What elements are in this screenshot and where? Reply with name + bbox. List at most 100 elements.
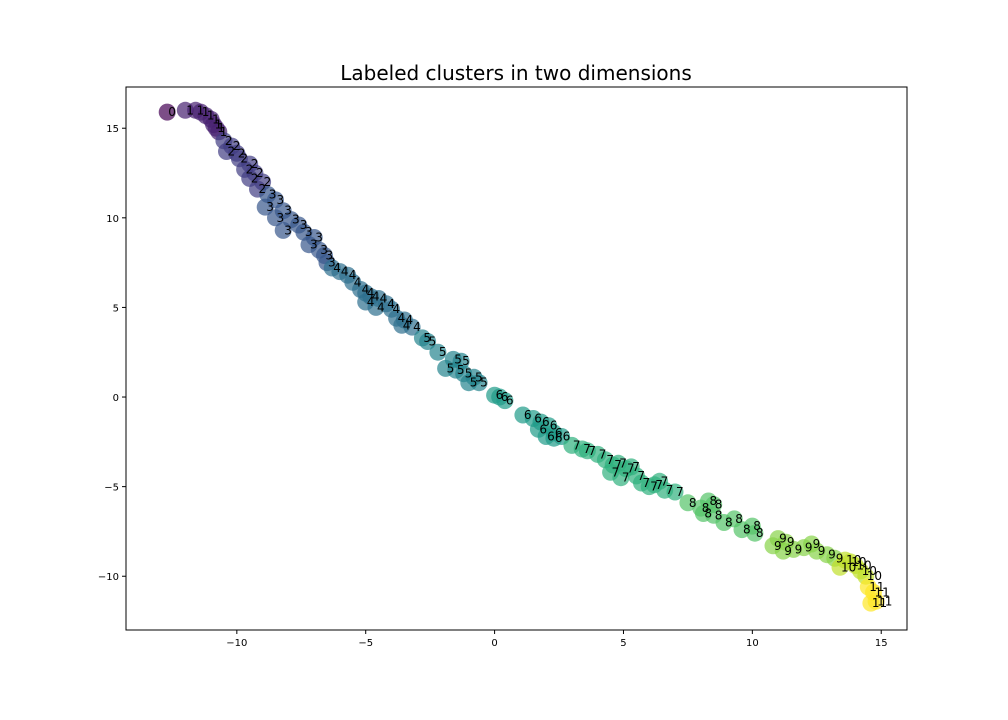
point-label-112: 10 <box>846 553 861 567</box>
point-label-85: 7 <box>643 476 651 490</box>
point-label-0: 0 <box>168 105 176 119</box>
point-label-36: 4 <box>349 268 357 282</box>
x-tick-label-2: 0 <box>491 638 497 649</box>
point-label-120: 11 <box>872 596 887 610</box>
point-label-66: 6 <box>542 415 550 429</box>
point-label-96: 8 <box>715 508 723 522</box>
point-label-119: 11 <box>875 585 890 599</box>
scatter-point-22 <box>256 198 274 216</box>
point-label-58: 5 <box>475 370 483 384</box>
point-label-14: 2 <box>251 157 259 171</box>
point-label-31: 3 <box>320 243 328 257</box>
point-label-103: 9 <box>779 532 787 546</box>
point-label-81: 7 <box>627 462 635 476</box>
point-label-118: 11 <box>869 580 884 594</box>
point-label-46: 4 <box>398 311 406 325</box>
point-label-116: 10 <box>862 564 877 578</box>
point-label-6: 1 <box>215 118 223 132</box>
point-label-2: 1 <box>197 103 205 117</box>
y-tick-label-2: 0 <box>113 393 119 404</box>
point-label-17: 2 <box>251 171 259 185</box>
chart-title: Labeled clusters in two dimensions <box>340 61 692 85</box>
point-label-11: 2 <box>228 145 236 159</box>
point-label-101: 8 <box>756 526 764 540</box>
point-label-10: 2 <box>233 139 241 153</box>
point-label-35: 4 <box>341 265 349 279</box>
x-tick-label-5: 15 <box>875 638 888 649</box>
point-label-45: 4 <box>393 302 401 316</box>
y-tick-label-4: 10 <box>106 214 119 225</box>
y-tick-label-0: −10 <box>98 572 119 583</box>
point-label-77: 7 <box>606 453 614 467</box>
scatter-point-44 <box>367 298 385 316</box>
point-label-55: 5 <box>447 361 455 375</box>
point-label-3: 1 <box>202 105 210 119</box>
point-label-111: 9 <box>836 551 844 565</box>
scatter-point-121 <box>867 592 885 610</box>
x-tick-label-4: 10 <box>746 638 759 649</box>
point-label-39: 4 <box>367 286 375 300</box>
point-label-23: 3 <box>284 204 292 218</box>
point-label-89: 7 <box>666 483 674 497</box>
point-label-42: 4 <box>380 292 388 306</box>
point-label-94: 8 <box>715 498 723 512</box>
point-label-34: 4 <box>333 261 341 275</box>
point-label-113: 10 <box>851 555 866 569</box>
scatter-point-114 <box>831 558 849 576</box>
point-label-15: 2 <box>246 162 254 176</box>
point-label-73: 7 <box>573 438 581 452</box>
point-label-60: 5 <box>480 376 488 390</box>
point-label-32: 3 <box>326 249 334 263</box>
point-label-90: 7 <box>676 485 684 499</box>
point-label-106: 9 <box>795 542 803 556</box>
point-label-37: 4 <box>354 275 362 289</box>
point-label-19: 2 <box>259 182 267 196</box>
point-label-1: 1 <box>186 103 194 117</box>
point-label-78: 7 <box>614 458 622 472</box>
scatter-point-91 <box>679 494 697 512</box>
point-label-38: 4 <box>362 283 370 297</box>
point-label-109: 9 <box>818 544 826 558</box>
point-label-84: 7 <box>637 469 645 483</box>
point-label-75: 7 <box>588 444 596 458</box>
point-label-71: 6 <box>563 430 571 444</box>
point-label-40: 4 <box>372 290 380 304</box>
point-label-49: 4 <box>413 320 421 334</box>
point-label-56: 5 <box>457 363 465 377</box>
point-label-12: 2 <box>238 146 246 160</box>
point-label-62: 6 <box>501 390 509 404</box>
point-label-121: 11 <box>877 594 892 608</box>
point-label-115: 10 <box>856 559 871 573</box>
scatter-point-0 <box>158 103 176 121</box>
point-label-65: 6 <box>534 412 542 426</box>
point-label-24: 3 <box>277 211 285 225</box>
point-label-51: 5 <box>429 335 437 349</box>
point-label-100: 8 <box>753 519 761 533</box>
point-label-107: 9 <box>805 541 813 555</box>
point-label-114: 10 <box>841 560 856 574</box>
point-label-117: 10 <box>867 569 882 583</box>
point-label-102: 9 <box>774 539 782 553</box>
y-tick-label-3: 5 <box>113 303 119 314</box>
point-label-25: 3 <box>292 213 300 227</box>
point-label-80: 7 <box>612 465 620 479</box>
point-label-63: 6 <box>506 394 514 408</box>
point-label-110: 9 <box>828 548 836 562</box>
point-label-82: 7 <box>632 460 640 474</box>
y-tick-label-5: 15 <box>106 124 119 135</box>
point-label-87: 7 <box>655 478 663 492</box>
point-label-61: 6 <box>496 388 504 402</box>
scatter-point-49 <box>403 318 421 336</box>
point-label-99: 8 <box>743 523 751 537</box>
scatter-point-101 <box>746 524 764 542</box>
scatter-point-83 <box>612 469 630 487</box>
scatter-point-51 <box>419 333 437 350</box>
point-label-88: 7 <box>661 474 669 488</box>
scatter-point-27 <box>274 221 292 239</box>
x-tick-label-1: −5 <box>358 638 373 649</box>
point-label-50: 5 <box>423 331 431 345</box>
markers <box>158 101 885 612</box>
scatter-point-90 <box>666 483 684 501</box>
point-label-28: 3 <box>305 225 313 239</box>
